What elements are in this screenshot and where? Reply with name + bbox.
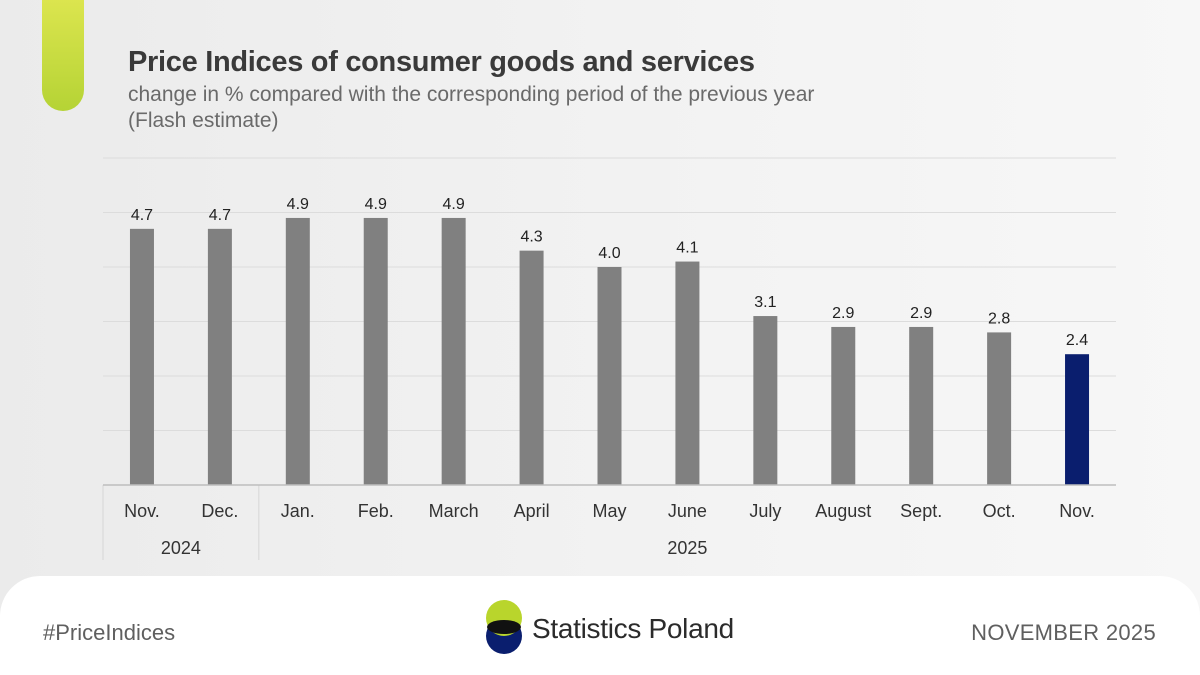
year-label-2024: 2024: [161, 538, 201, 558]
publication-date: NOVEMBER 2025: [971, 620, 1156, 645]
bar-10: [909, 326, 934, 485]
data-label-2: 4.9: [287, 196, 309, 213]
year-label-2025: 2025: [667, 538, 707, 558]
statistics-poland-logo-icon: [486, 600, 522, 654]
chart-title: Price Indices of consumer goods and serv…: [128, 46, 755, 78]
tick-label-8: July: [749, 501, 781, 521]
subtitle-line-1: change in % compared with the correspond…: [128, 83, 815, 106]
tick-label-9: August: [815, 501, 871, 521]
data-label-1: 4.7: [209, 207, 231, 224]
bar-11: [987, 332, 1012, 485]
tick-label-1: Dec.: [201, 501, 238, 521]
tick-label-7: June: [668, 501, 707, 521]
bar-7: [675, 261, 700, 485]
data-label-10: 2.9: [910, 305, 932, 322]
data-label-8: 3.1: [754, 294, 776, 311]
tick-label-10: Sept.: [900, 501, 942, 521]
brand-name: Statistics Poland: [532, 613, 734, 644]
bar-12: [1065, 354, 1090, 485]
data-label-6: 4.0: [598, 245, 620, 262]
bar-0: [129, 228, 154, 485]
data-label-0: 4.7: [131, 207, 153, 224]
bar-2: [285, 217, 310, 485]
data-label-9: 2.9: [832, 305, 854, 322]
data-label-5: 4.3: [520, 229, 542, 246]
data-label-12: 2.4: [1066, 332, 1088, 349]
bar-3: [363, 217, 388, 485]
accent-bar: [42, 0, 84, 111]
data-label-3: 4.9: [365, 196, 387, 213]
tick-label-12: Nov.: [1059, 501, 1095, 521]
tick-label-11: Oct.: [983, 501, 1016, 521]
tick-label-6: May: [592, 501, 626, 521]
data-label-4: 4.9: [443, 196, 465, 213]
bar-6: [597, 267, 622, 485]
tick-label-5: April: [514, 501, 550, 521]
hashtag-label[interactable]: #PriceIndices: [43, 620, 176, 645]
bar-4: [441, 217, 466, 485]
tick-label-2: Jan.: [281, 501, 315, 521]
bar-9: [831, 326, 856, 485]
tick-label-3: Feb.: [358, 501, 394, 521]
bar-1: [207, 228, 232, 485]
tick-label-0: Nov.: [124, 501, 160, 521]
tick-label-4: March: [429, 501, 479, 521]
footer: [0, 576, 1200, 675]
data-label-7: 4.1: [676, 240, 698, 257]
data-label-11: 2.8: [988, 310, 1010, 327]
bar-8: [753, 316, 778, 485]
bar-5: [519, 250, 544, 485]
chart-subtitle: change in % compared with the correspond…: [128, 82, 948, 134]
subtitle-line-2: (Flash estimate): [128, 109, 279, 132]
